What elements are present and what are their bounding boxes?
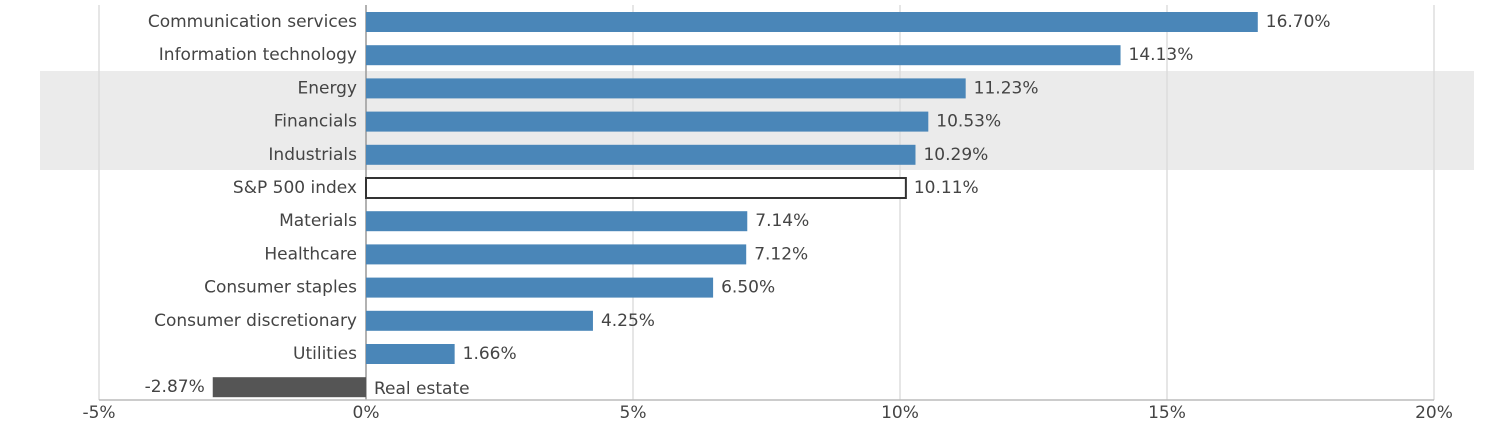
bar bbox=[366, 244, 747, 265]
value-label: 4.25% bbox=[601, 311, 655, 331]
bar bbox=[366, 45, 1121, 66]
category-label: Energy bbox=[297, 78, 357, 98]
bar bbox=[366, 310, 593, 331]
value-label: 10.29% bbox=[923, 145, 988, 165]
category-label: Consumer discretionary bbox=[154, 311, 357, 331]
bar bbox=[366, 144, 916, 165]
value-label: 16.70% bbox=[1266, 12, 1331, 32]
category-label: Information technology bbox=[159, 45, 357, 65]
x-tick-label: 20% bbox=[1415, 403, 1453, 423]
x-tick-label: 5% bbox=[620, 403, 647, 423]
value-label: 6.50% bbox=[721, 278, 775, 298]
bar bbox=[366, 211, 748, 232]
value-label: -2.87% bbox=[145, 377, 205, 397]
value-label: 1.66% bbox=[463, 344, 517, 364]
bar bbox=[366, 344, 455, 364]
x-tick-label: 10% bbox=[881, 403, 919, 423]
x-tick-label: 0% bbox=[353, 403, 380, 423]
bar bbox=[366, 78, 966, 99]
value-label: 10.11% bbox=[914, 178, 979, 198]
category-label: Utilities bbox=[293, 344, 357, 364]
bar bbox=[366, 12, 1258, 32]
bar bbox=[366, 277, 714, 298]
value-label: 10.53% bbox=[936, 112, 1001, 132]
value-label: 7.12% bbox=[754, 244, 808, 264]
category-label: Financials bbox=[274, 112, 357, 132]
category-label: Materials bbox=[279, 211, 357, 231]
category-label: Real estate bbox=[374, 379, 470, 399]
bar bbox=[365, 177, 907, 199]
category-label: Industrials bbox=[268, 145, 357, 165]
x-tick-label: 15% bbox=[1148, 403, 1186, 423]
category-label: Communication services bbox=[148, 12, 357, 32]
category-label: Consumer staples bbox=[204, 278, 357, 298]
bar bbox=[366, 111, 929, 132]
category-label: Healthcare bbox=[264, 244, 357, 264]
value-label: 7.14% bbox=[755, 211, 809, 231]
value-label: 11.23% bbox=[974, 78, 1039, 98]
value-label: 14.13% bbox=[1129, 45, 1194, 65]
x-tick-label: -5% bbox=[82, 403, 115, 423]
bar bbox=[212, 377, 366, 398]
category-label: S&P 500 index bbox=[233, 178, 357, 198]
